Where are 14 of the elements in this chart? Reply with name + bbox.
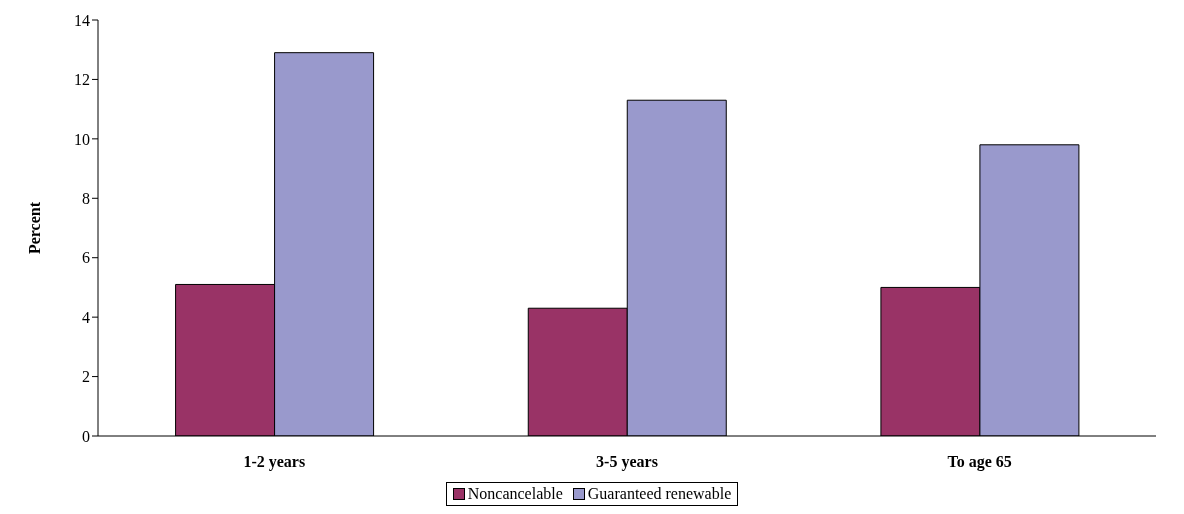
x-tick-label: 1-2 years: [243, 453, 306, 472]
y-tick-label: 12: [74, 71, 90, 89]
x-tick-label: To age 65: [947, 453, 1012, 472]
y-tick-label: 0: [82, 427, 90, 445]
y-tick-label: 8: [82, 189, 90, 207]
y-tick-label: 4: [82, 308, 90, 326]
legend-label: Guaranteed renewable: [586, 485, 732, 503]
y-axis-title: Percent: [25, 201, 43, 255]
legend-label: Noncancelable: [466, 485, 563, 503]
y-tick-label: 10: [74, 130, 90, 148]
y-tick-label: 2: [82, 368, 90, 386]
x-tick-label: 3-5 years: [596, 453, 658, 472]
y-tick-label: 6: [82, 249, 90, 267]
y-tick-label: 14: [74, 11, 90, 29]
